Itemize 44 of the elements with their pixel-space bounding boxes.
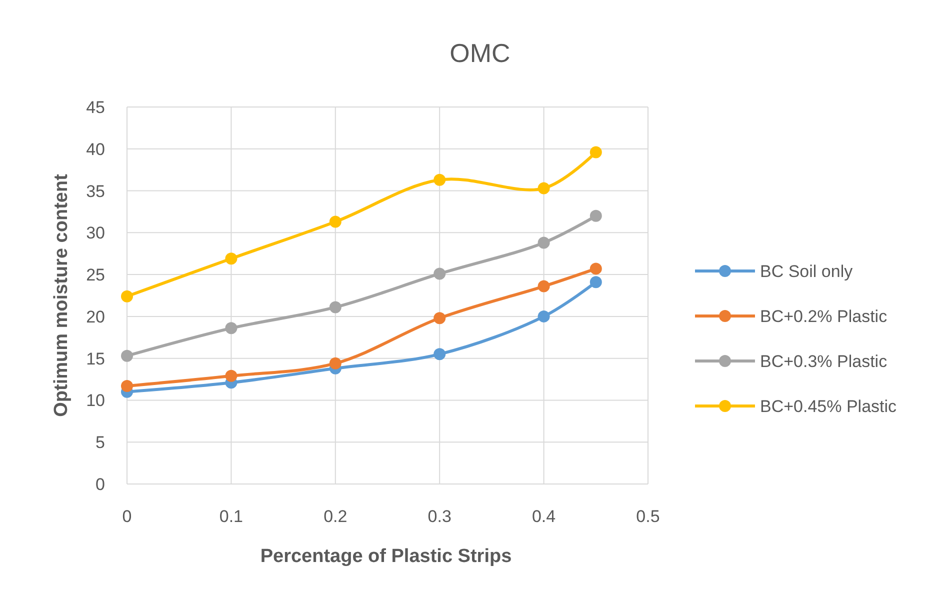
legend-label: BC+0.2% Plastic [760, 307, 888, 326]
y-tick-label: 10 [86, 391, 105, 410]
x-axis-title: Percentage of Plastic Strips [260, 546, 512, 567]
point [434, 268, 446, 280]
y-tick-label: 45 [86, 98, 105, 117]
point [590, 262, 602, 275]
y-tick-label: 0 [96, 475, 105, 494]
point [538, 310, 550, 322]
point [590, 276, 602, 288]
x-tick-label: 0.5 [636, 507, 660, 526]
y-tick-label: 35 [86, 182, 105, 201]
y-tick-label: 25 [86, 266, 105, 285]
point [434, 174, 446, 186]
point [538, 182, 550, 194]
point [434, 348, 446, 360]
x-tick-label: 0.2 [324, 507, 348, 526]
point [225, 322, 238, 334]
legend-label: BC Soil only [760, 262, 854, 281]
legend-label: BC+0.3% Plastic [760, 352, 888, 371]
chart-title: OMC [450, 38, 510, 68]
y-axis-title: Optimum moisture content [51, 173, 72, 417]
point [538, 280, 550, 292]
point [225, 370, 238, 382]
x-tick-label: 0 [122, 507, 132, 526]
legend-label: BC+0.45% Plastic [760, 397, 898, 416]
point [590, 146, 602, 158]
y-tick-label: 40 [86, 140, 105, 159]
y-tick-label: 5 [96, 433, 105, 452]
point [329, 301, 342, 314]
point [225, 252, 238, 265]
point [121, 350, 133, 362]
point [329, 357, 342, 370]
point [329, 216, 342, 228]
point [434, 312, 446, 324]
y-tick-label: 15 [86, 349, 105, 368]
point [121, 380, 133, 392]
point [121, 290, 133, 302]
y-tick-label: 30 [86, 224, 105, 243]
y-tick-label: 20 [86, 307, 105, 326]
x-tick-label: 0.3 [428, 507, 452, 526]
x-tick-label: 0.4 [532, 507, 556, 526]
point [590, 210, 602, 222]
point [538, 236, 550, 249]
x-tick-label: 0.1 [219, 507, 244, 526]
